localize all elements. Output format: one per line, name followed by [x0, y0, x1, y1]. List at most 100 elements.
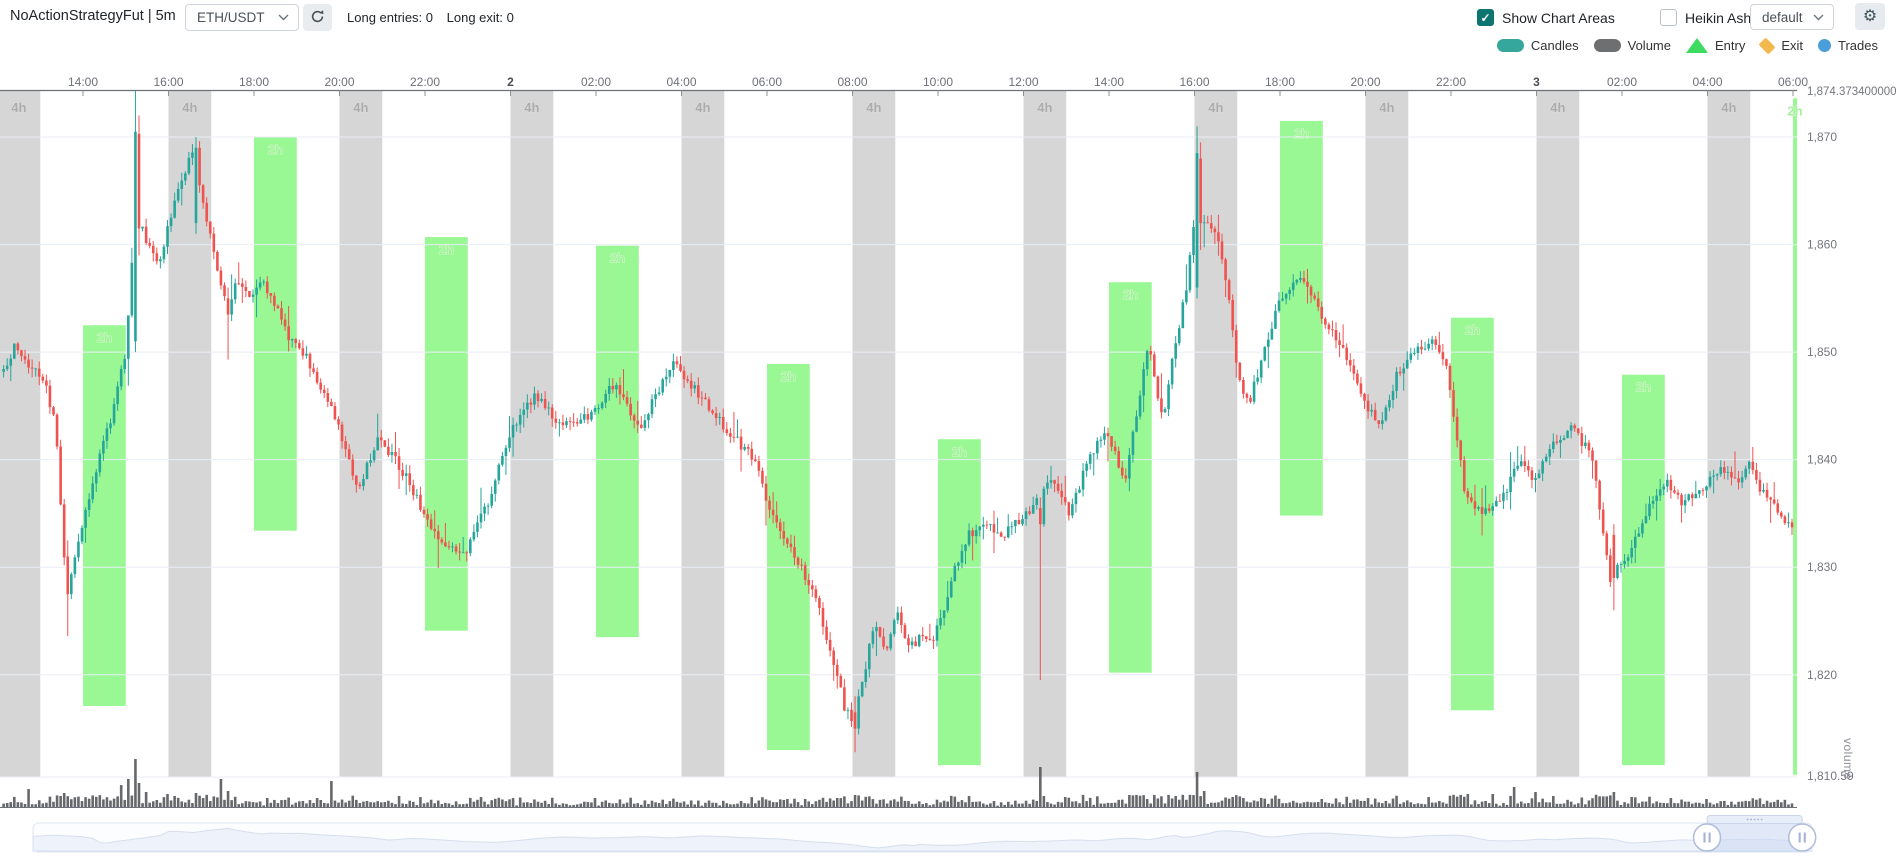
volume-bar — [433, 803, 436, 807]
refresh-button[interactable] — [303, 4, 332, 31]
candle-body — [501, 455, 504, 465]
candle-body — [62, 504, 66, 558]
datazoom[interactable] — [32, 815, 1817, 853]
volume-bar — [322, 803, 326, 807]
plot-config-select[interactable]: default — [1750, 4, 1834, 30]
volume-bar — [575, 804, 579, 807]
candle-body — [743, 447, 746, 450]
candle-body — [1028, 511, 1031, 514]
candle-body — [55, 414, 59, 447]
legend-item-candles[interactable]: Candles — [1496, 38, 1579, 53]
pair-select[interactable]: ETH/USDT — [185, 4, 299, 31]
candle-body — [985, 524, 989, 526]
volume-bar — [1790, 803, 1794, 807]
candle-body — [1683, 500, 1687, 506]
volume-bar — [301, 801, 305, 807]
volume-bar — [910, 803, 914, 807]
candle-body — [878, 627, 882, 637]
settings-button[interactable]: ⚙ — [1855, 3, 1885, 30]
show-chart-areas-checkbox[interactable] — [1477, 9, 1494, 26]
volume-bar — [583, 801, 586, 807]
area-band-2h-label: 2h — [610, 251, 625, 266]
volume-bar — [1270, 798, 1274, 807]
legend-item-trades[interactable]: Trades — [1818, 38, 1878, 53]
volume-bar — [472, 801, 476, 807]
candle-body — [989, 524, 992, 526]
volume-bar — [319, 799, 322, 807]
volume-bar — [650, 800, 654, 807]
candle-body — [1598, 480, 1601, 510]
candle-body — [230, 299, 233, 315]
volume-bar — [283, 799, 287, 807]
volume-bar — [1648, 796, 1651, 807]
legend-item-volume[interactable]: Volume — [1593, 38, 1671, 53]
volume-bar — [447, 803, 451, 807]
volume-bar — [668, 801, 672, 807]
volume-bar — [226, 791, 230, 807]
volume-bar — [80, 801, 84, 807]
candle-body — [793, 547, 796, 558]
volume-bar — [711, 802, 714, 807]
candle-body — [1352, 365, 1356, 374]
volume-bar — [1135, 794, 1138, 807]
handle-circle[interactable] — [1692, 823, 1722, 852]
candle-body — [1252, 381, 1256, 402]
volume-bar — [939, 802, 942, 807]
candle-body — [1772, 499, 1776, 504]
time-tick-label: 10:00 — [923, 75, 953, 89]
price-tick-label: 1,860 — [1807, 238, 1837, 252]
volume-bar — [1462, 796, 1466, 807]
area-band-4h — [852, 91, 896, 777]
volume-bar — [1530, 798, 1534, 807]
volume-bar — [953, 796, 957, 807]
datazoom-window[interactable] — [1707, 823, 1803, 852]
candle-body — [1701, 490, 1705, 492]
candle-body — [1755, 469, 1758, 480]
volume-bar — [1623, 802, 1626, 807]
volume-bar — [87, 798, 91, 807]
volume-bar — [1028, 803, 1031, 807]
volume-bar — [1591, 798, 1594, 807]
candle-body — [1192, 227, 1195, 256]
volume-bar — [187, 799, 191, 807]
volume-bar — [754, 803, 757, 807]
volume-bar — [1666, 803, 1669, 807]
candle-body — [1345, 347, 1348, 361]
candle-body — [1648, 503, 1651, 517]
candle-body — [1509, 476, 1512, 493]
volume-bar — [721, 800, 725, 807]
candle-body — [515, 424, 518, 426]
candle-body — [469, 539, 472, 554]
volume-bar — [397, 796, 401, 807]
candle-body — [347, 449, 351, 460]
area-band-4h-label: 4h — [1721, 100, 1736, 115]
volume-bar — [1626, 803, 1630, 807]
candle-body — [999, 532, 1003, 537]
volume-bar — [1715, 803, 1719, 807]
volume-bar — [1031, 799, 1035, 807]
heikin-ashi-checkbox[interactable] — [1660, 9, 1677, 26]
volume-bar — [1576, 803, 1580, 807]
candle-body — [1637, 533, 1641, 537]
datazoom-right-handle[interactable] — [1787, 823, 1817, 852]
legend-item-exit[interactable]: Exit — [1758, 36, 1803, 55]
volume-bar — [1309, 802, 1313, 807]
candle-body — [1185, 290, 1188, 303]
candle-body — [1484, 508, 1487, 514]
candle-body — [768, 500, 771, 510]
candle-body — [949, 581, 953, 598]
candle-body — [1149, 351, 1153, 355]
area-band-2h-label: 2h — [1465, 323, 1480, 338]
volume-bar — [116, 796, 119, 807]
volume-bar — [454, 801, 458, 807]
legend-item-entry[interactable]: Entry — [1686, 38, 1745, 53]
datazoom-left-handle[interactable] — [1692, 823, 1722, 852]
volume-bar — [130, 795, 134, 807]
volume-bar — [1363, 800, 1366, 807]
volume-bar — [1680, 799, 1683, 807]
volume-bar — [846, 803, 850, 807]
volume-bar — [1224, 797, 1227, 807]
handle-circle[interactable] — [1787, 823, 1817, 852]
volume-bar — [540, 802, 543, 807]
